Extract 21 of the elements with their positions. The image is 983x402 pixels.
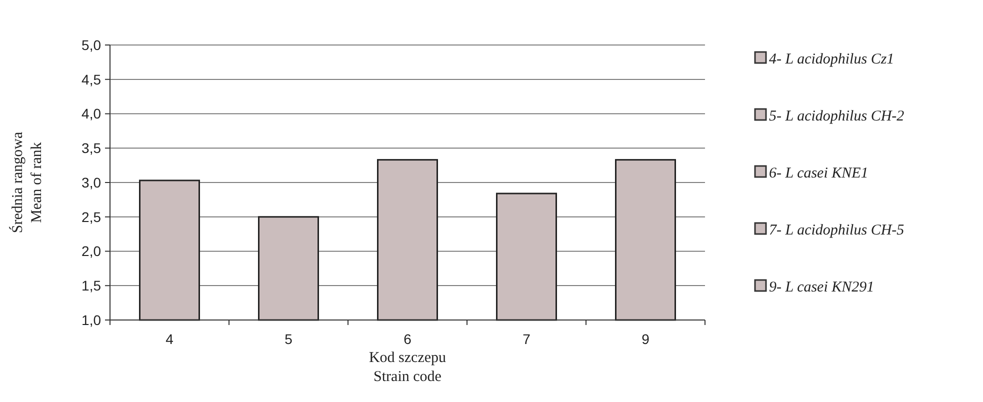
legend-label: 7- L acidophilus CH-5 <box>769 222 905 238</box>
legend-label: 5- L acidophilus CH-2 <box>769 108 905 124</box>
y-tick-label: 2,0 <box>82 243 102 260</box>
x-tick-label: 4 <box>166 331 174 347</box>
y-tick-label: 3,5 <box>82 140 102 156</box>
y-tick-label: 3,0 <box>82 174 102 190</box>
legend-label: 6- L casei KNE1 <box>769 165 868 182</box>
legend-label: 4- L acidophilus Cz1 <box>769 51 894 68</box>
y-tick-label: 4,0 <box>82 106 102 122</box>
y-tick-label: 4,5 <box>82 71 102 88</box>
x-tick-label: 9 <box>642 331 650 347</box>
x-tick-label: 6 <box>404 331 412 347</box>
x-axis-title: Kod szczepu Strain code <box>368 350 447 385</box>
y-tick-label: 2,5 <box>82 208 102 225</box>
legend-label: 9- L casei KN291 <box>769 279 874 296</box>
x-tick-label: 5 <box>284 331 293 347</box>
y-tick-label: 1,0 <box>82 312 102 328</box>
x-tick-label: 7 <box>522 331 531 347</box>
y-tick-label: 1,5 <box>82 278 102 294</box>
y-tick-label: 5,0 <box>82 36 102 53</box>
y-axis-title: Średnia rangowa Mean of rank <box>9 132 45 234</box>
